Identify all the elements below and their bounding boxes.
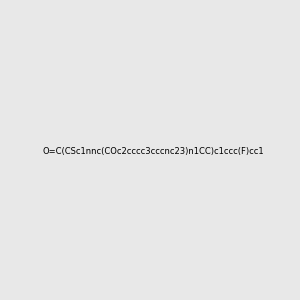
- Text: O=C(CSc1nnc(COc2cccc3cccnc23)n1CC)c1ccc(F)cc1: O=C(CSc1nnc(COc2cccc3cccnc23)n1CC)c1ccc(…: [43, 147, 265, 156]
